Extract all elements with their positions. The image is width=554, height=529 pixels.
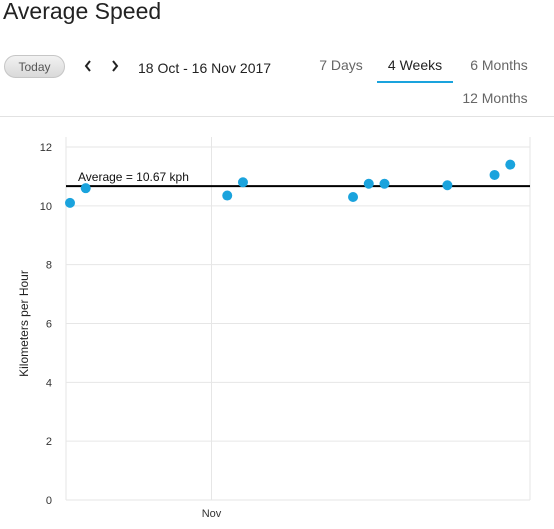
- y-tick-label: 4: [46, 377, 52, 389]
- data-point: [348, 192, 359, 203]
- data-point: [80, 183, 91, 194]
- header-divider: [0, 116, 554, 117]
- page-title: Average Speed: [3, 0, 162, 24]
- data-point: [505, 159, 516, 170]
- chevron-left-icon: [84, 60, 91, 72]
- data-point: [237, 177, 248, 188]
- y-axis-label: Kilometers per Hour: [17, 270, 31, 377]
- chevron-right-icon: [112, 60, 119, 72]
- y-tick-label: 6: [46, 319, 52, 331]
- data-point: [363, 178, 374, 189]
- tab-4-weeks[interactable]: 4 Weeks: [387, 57, 443, 73]
- average-label: Average = 10.67 kph: [78, 170, 189, 184]
- speed-scatter-chart: 0 2 4 6 8 10 12 Nov Kilometers per Hour Average =…: [17, 137, 531, 520]
- tab-7-days[interactable]: 7 Days: [319, 57, 363, 73]
- data-point: [222, 190, 233, 201]
- today-button[interactable]: Today: [4, 55, 65, 78]
- active-tab-indicator: [377, 81, 453, 83]
- tab-12-months[interactable]: 12 Months: [462, 90, 528, 106]
- y-tick-label: 2: [46, 436, 52, 448]
- previous-period-button[interactable]: [79, 56, 97, 76]
- data-point: [379, 178, 390, 189]
- x-tick-label: Nov: [202, 508, 222, 520]
- data-point: [489, 169, 500, 180]
- next-period-button[interactable]: [106, 56, 124, 76]
- y-tick-label: 10: [40, 201, 52, 213]
- y-tick-label: 0: [46, 495, 52, 507]
- date-range-label: 18 Oct - 16 Nov 2017: [138, 60, 272, 76]
- y-tick-label: 12: [40, 142, 52, 154]
- tab-6-months[interactable]: 6 Months: [470, 57, 528, 73]
- y-tick-label: 8: [46, 260, 52, 272]
- data-point: [65, 197, 75, 208]
- data-point: [442, 180, 453, 191]
